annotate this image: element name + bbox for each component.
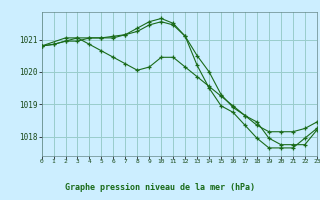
Text: Graphe pression niveau de la mer (hPa): Graphe pression niveau de la mer (hPa) (65, 183, 255, 192)
